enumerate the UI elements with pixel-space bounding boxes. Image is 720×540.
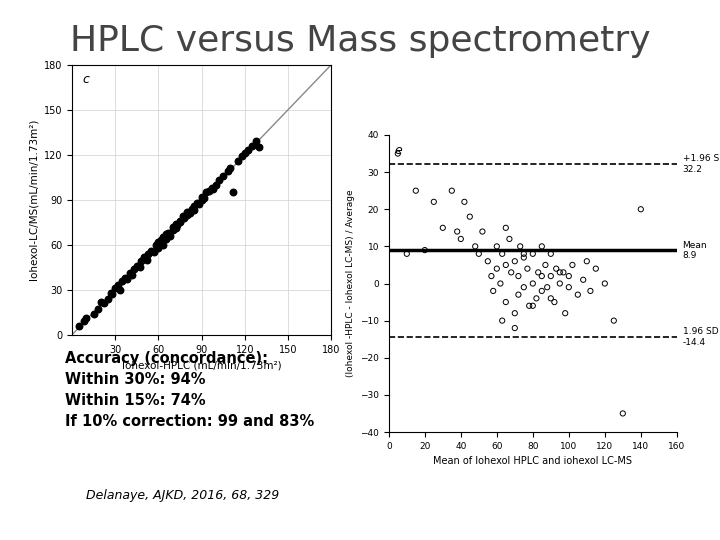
Point [419, 246, 431, 254]
Point [167, 226, 179, 234]
Point [239, 149, 251, 158]
Point [207, 185, 219, 194]
Point [473, 249, 485, 258]
Point [117, 276, 128, 285]
Point [541, 283, 553, 292]
Point [536, 287, 548, 295]
Text: +1.96 SD
32.2: +1.96 SD 32.2 [683, 154, 720, 174]
Point [509, 257, 521, 266]
Point [554, 268, 566, 276]
Point [513, 291, 524, 299]
Point [509, 323, 521, 332]
Point [505, 268, 517, 276]
Point [549, 298, 560, 306]
Point [491, 264, 503, 273]
Point [196, 192, 207, 201]
Point [138, 253, 150, 261]
Point [150, 240, 161, 249]
Point [246, 141, 258, 150]
Point [196, 195, 207, 204]
Point [81, 314, 92, 322]
Point [545, 272, 557, 280]
Point [143, 249, 154, 258]
Point [120, 273, 131, 282]
Point [98, 299, 109, 308]
Text: e: e [395, 144, 402, 157]
Point [515, 242, 526, 251]
Point [78, 317, 89, 326]
Text: c: c [82, 73, 89, 86]
Point [531, 294, 542, 302]
Point [253, 143, 265, 152]
Point [174, 218, 186, 227]
Point [73, 321, 85, 330]
Point [92, 305, 104, 314]
Point [536, 272, 548, 280]
Point [392, 149, 403, 158]
Point [171, 221, 183, 230]
Point [200, 188, 212, 197]
Point [95, 298, 107, 306]
Text: Delanaye, AJKD, 2016, 68, 329: Delanaye, AJKD, 2016, 68, 329 [86, 489, 279, 502]
Point [482, 257, 494, 266]
Point [210, 180, 222, 189]
Text: Accuracy (concordance):
Within 30%: 94%
Within 15%: 74%
If 10% correction: 99 an: Accuracy (concordance): Within 30%: 94% … [65, 351, 314, 429]
Point [213, 176, 225, 185]
Point [509, 309, 521, 318]
Point [558, 268, 570, 276]
Point [581, 257, 593, 266]
Point [428, 198, 439, 206]
Point [170, 219, 181, 228]
Point [599, 279, 611, 288]
Point [109, 284, 121, 293]
Point [554, 279, 566, 288]
Point [145, 246, 157, 255]
Point [153, 244, 164, 252]
Point [181, 211, 193, 219]
Point [157, 233, 168, 241]
Point [124, 269, 135, 278]
Point [518, 283, 530, 292]
Point [107, 290, 118, 299]
Point [225, 164, 236, 173]
Point [174, 217, 186, 225]
Point [164, 232, 176, 240]
Point [567, 261, 578, 269]
Point [135, 257, 147, 266]
Text: Mean
8.9: Mean 8.9 [683, 241, 707, 260]
Text: HPLC versus Mass spectrometry: HPLC versus Mass spectrometry [70, 24, 650, 58]
Point [203, 186, 215, 195]
Point [504, 234, 516, 243]
Point [217, 172, 229, 180]
Point [527, 249, 539, 258]
Point [608, 316, 620, 325]
Point [105, 288, 117, 297]
Point [497, 249, 508, 258]
Point [141, 255, 153, 264]
Point [236, 152, 248, 160]
Point [545, 249, 557, 258]
Point [500, 298, 512, 306]
Point [134, 263, 145, 272]
Point [545, 294, 557, 302]
Point [563, 272, 575, 280]
Point [156, 236, 167, 245]
Point [199, 194, 210, 202]
Y-axis label: (Iohexol -HPLC - Iohexol LC-MS) / Average: (Iohexol -HPLC - Iohexol LC-MS) / Averag… [346, 190, 354, 377]
Point [232, 157, 243, 165]
Point [635, 205, 647, 213]
X-axis label: Iohexol-HPLC (mL/min/1.73m²): Iohexol-HPLC (mL/min/1.73m²) [122, 360, 282, 370]
Point [242, 146, 253, 154]
Point [536, 242, 548, 251]
Point [513, 272, 524, 280]
Point [585, 287, 596, 295]
Point [121, 275, 132, 284]
Point [186, 205, 197, 213]
Point [160, 230, 171, 239]
Point [206, 184, 217, 192]
Point [500, 224, 512, 232]
Point [551, 264, 562, 273]
Point [486, 272, 498, 280]
Point [148, 248, 160, 256]
